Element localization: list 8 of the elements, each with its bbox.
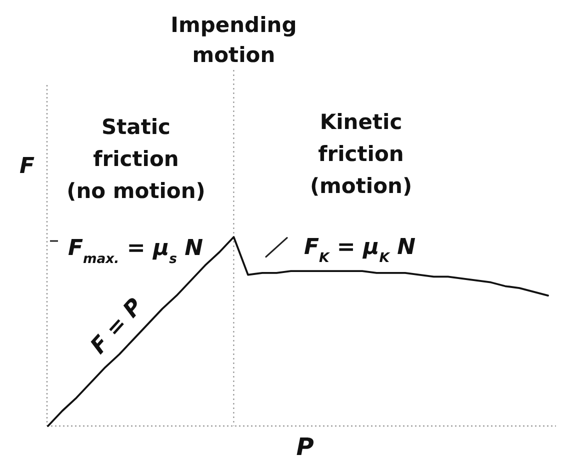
annotation: F$_{max.}$ = μ$_{s}$ N xyxy=(68,236,204,266)
text: Kinetic friction (motion) xyxy=(310,110,412,198)
annotation: F$_{K}$ = μ$_{K}$ N xyxy=(304,234,416,266)
annotation: F = P xyxy=(86,294,148,360)
text: Impending motion xyxy=(170,13,297,67)
y-axis-title: F xyxy=(19,154,35,179)
x-axis-title: P xyxy=(296,433,314,459)
text: Static friction (no motion) xyxy=(66,115,206,203)
